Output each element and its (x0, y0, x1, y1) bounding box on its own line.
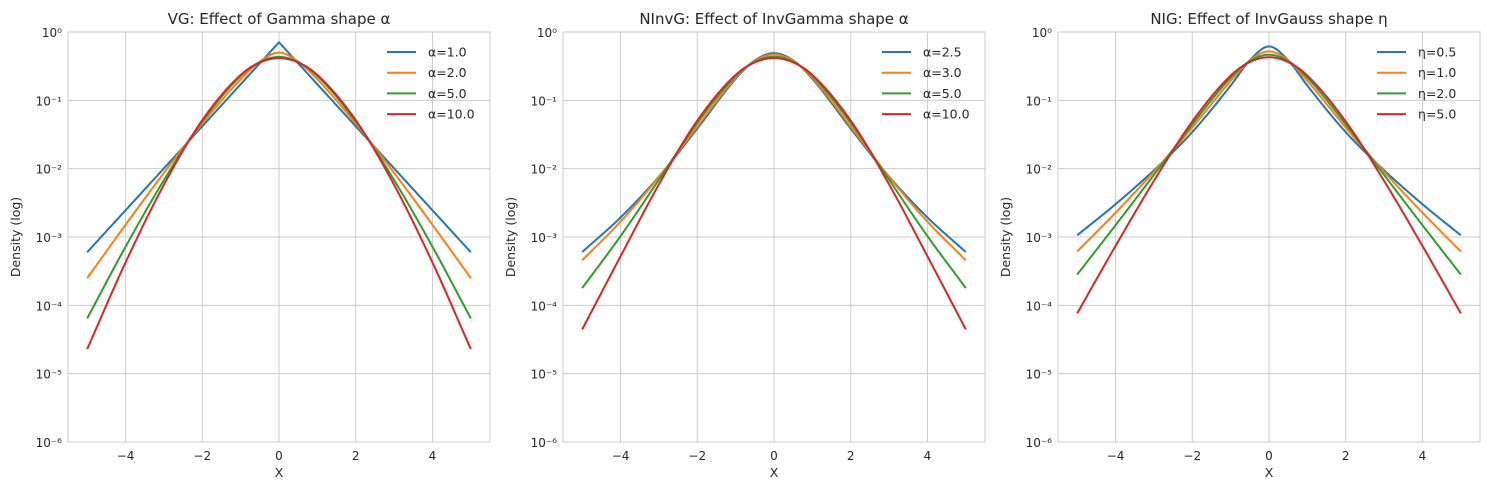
legend-label: η=0.5 (1418, 45, 1456, 60)
x-tick-label: 2 (847, 449, 855, 463)
y-tick-label: 10⁻¹ (531, 94, 558, 108)
y-tick-label: 10⁻⁶ (1026, 436, 1053, 450)
x-tick-label: 0 (1265, 449, 1273, 463)
y-tick-label: 10⁻⁴ (36, 299, 63, 313)
y-tick-label: 10⁻³ (36, 231, 63, 245)
legend-label: α=2.0 (428, 65, 467, 80)
series-line-1 (86, 41, 472, 253)
y-tick-label: 10⁰ (1032, 26, 1052, 40)
legend-label: α=10.0 (923, 107, 970, 122)
y-tick-label: 10⁻⁵ (531, 368, 558, 382)
chart-title: VG: Effect of Gamma shape α (168, 10, 391, 28)
y-axis-label: Density (log) (998, 197, 1013, 277)
series-line-2 (86, 51, 472, 279)
subplot-3: −4 −2 0 2 4 10⁰ 10⁻¹ 10⁻² 10⁻³ 10⁻⁴ 10⁻⁵ 10⁻⁶ η=0.5 η… (998, 10, 1481, 480)
y-tick-label: 10⁻⁴ (531, 299, 558, 313)
x-axis-label: X (770, 465, 779, 480)
x-tick-label: −4 (612, 449, 630, 463)
legend-label: η=5.0 (1418, 107, 1456, 122)
y-axis-label: Density (log) (8, 197, 23, 277)
x-axis-label: X (1265, 465, 1274, 480)
x-tick-label: 4 (429, 449, 437, 463)
y-tick-label: 10⁻⁶ (531, 436, 558, 450)
y-tick-label: 10⁻⁴ (1026, 299, 1053, 313)
y-axis-label: Density (log) (503, 197, 518, 277)
x-tick-label: 2 (352, 449, 360, 463)
chart-title: NIG: Effect of InvGauss shape η (1150, 10, 1387, 28)
x-tick-label: −2 (193, 449, 211, 463)
series-line-3 (1076, 53, 1462, 276)
y-tick-label: 10⁻⁵ (36, 368, 63, 382)
y-tick-label: 10⁻² (531, 163, 558, 177)
x-tick-label: 4 (1419, 449, 1427, 463)
y-tick-label: 10⁻³ (1026, 231, 1053, 245)
legend-label: α=2.5 (923, 45, 962, 60)
legend-label: α=10.0 (428, 107, 475, 122)
y-tick-label: 10⁻² (36, 163, 63, 177)
subplot-2: −4 −2 0 2 4 10⁰ 10⁻¹ 10⁻² 10⁻³ 10⁻⁴ 10⁻⁵ 10⁻⁶ α=2.5 α… (503, 10, 986, 480)
series-line-3 (581, 55, 967, 289)
y-tick-label: 10⁻³ (531, 231, 558, 245)
y-tick-label: 10⁻² (1026, 163, 1053, 177)
x-tick-label: 4 (924, 449, 932, 463)
x-tick-label: −4 (1107, 449, 1125, 463)
x-tick-label: −2 (688, 449, 706, 463)
series-line-2 (581, 53, 967, 261)
axes-frame (562, 31, 986, 443)
x-tick-label: −4 (117, 449, 135, 463)
axes-frame (1057, 31, 1481, 443)
y-tick-label: 10⁻⁵ (1026, 368, 1053, 382)
axes-frame (67, 31, 491, 443)
x-tick-label: 2 (1342, 449, 1350, 463)
subplot-1: −4 −2 0 2 4 10⁰ 10⁻¹ 10⁻² 10⁻³ 10⁻⁴ 10⁻⁵ 10⁻⁶ α=1.0 α… (8, 10, 491, 480)
x-axis-label: X (275, 465, 284, 480)
y-tick-label: 10⁻¹ (36, 94, 63, 108)
x-tick-label: 0 (275, 449, 283, 463)
y-tick-label: 10⁰ (42, 26, 62, 40)
series-line-4 (1076, 56, 1462, 314)
x-tick-label: 0 (770, 449, 778, 463)
legend-label: α=1.0 (428, 45, 467, 60)
series-line-4 (581, 57, 967, 330)
series-line-2 (1076, 50, 1462, 253)
y-tick-label: 10⁰ (537, 26, 557, 40)
y-tick-label: 10⁻⁶ (36, 436, 63, 450)
chart-title: NInvG: Effect of InvGamma shape α (639, 10, 908, 28)
legend-label: α=5.0 (428, 86, 467, 101)
legend-label: η=2.0 (1418, 86, 1456, 101)
x-tick-label: −2 (1183, 449, 1201, 463)
legend-label: α=5.0 (923, 86, 962, 101)
series-line-4 (86, 57, 472, 350)
y-tick-label: 10⁻¹ (1026, 94, 1053, 108)
legend-label: η=1.0 (1418, 65, 1456, 80)
series-line-3 (86, 55, 472, 319)
legend-label: α=3.0 (923, 65, 962, 80)
